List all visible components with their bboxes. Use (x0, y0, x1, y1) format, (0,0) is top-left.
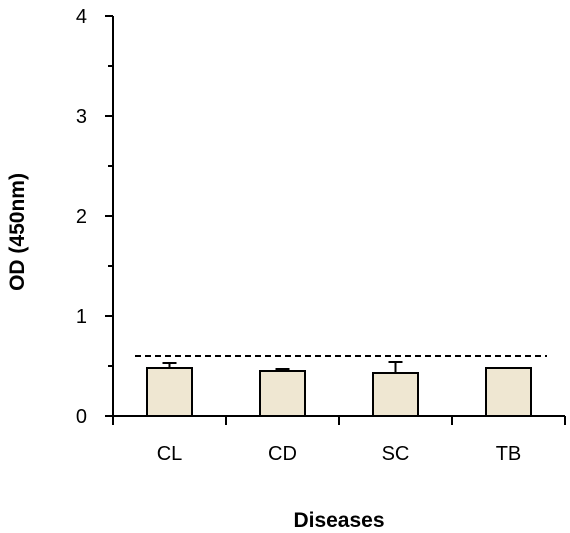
x-tick-label: CD (268, 443, 297, 465)
bar-cl (146, 367, 193, 417)
bar-tb (485, 367, 532, 417)
bar-cd (259, 370, 306, 417)
bar-sc (372, 372, 419, 417)
y-tick-label: 1 (76, 306, 87, 328)
x-tick-label: TB (496, 443, 522, 465)
x-axis-ticks: CL CD SC TB (112, 416, 566, 465)
y-axis-title: OD (450nm) (6, 173, 29, 291)
y-tick-label: 0 (76, 406, 87, 428)
y-tick-label: 4 (76, 6, 87, 28)
y-tick-label: 3 (76, 106, 87, 128)
y-tick-label: 2 (76, 206, 87, 228)
bars (146, 367, 532, 417)
x-axis-title: Diseases (293, 509, 384, 532)
x-tick-label: SC (382, 443, 410, 465)
error-bars (162, 361, 403, 373)
x-tick-label: CL (157, 443, 183, 465)
y-axis-ticks: 0 1 2 3 4 (76, 6, 113, 428)
